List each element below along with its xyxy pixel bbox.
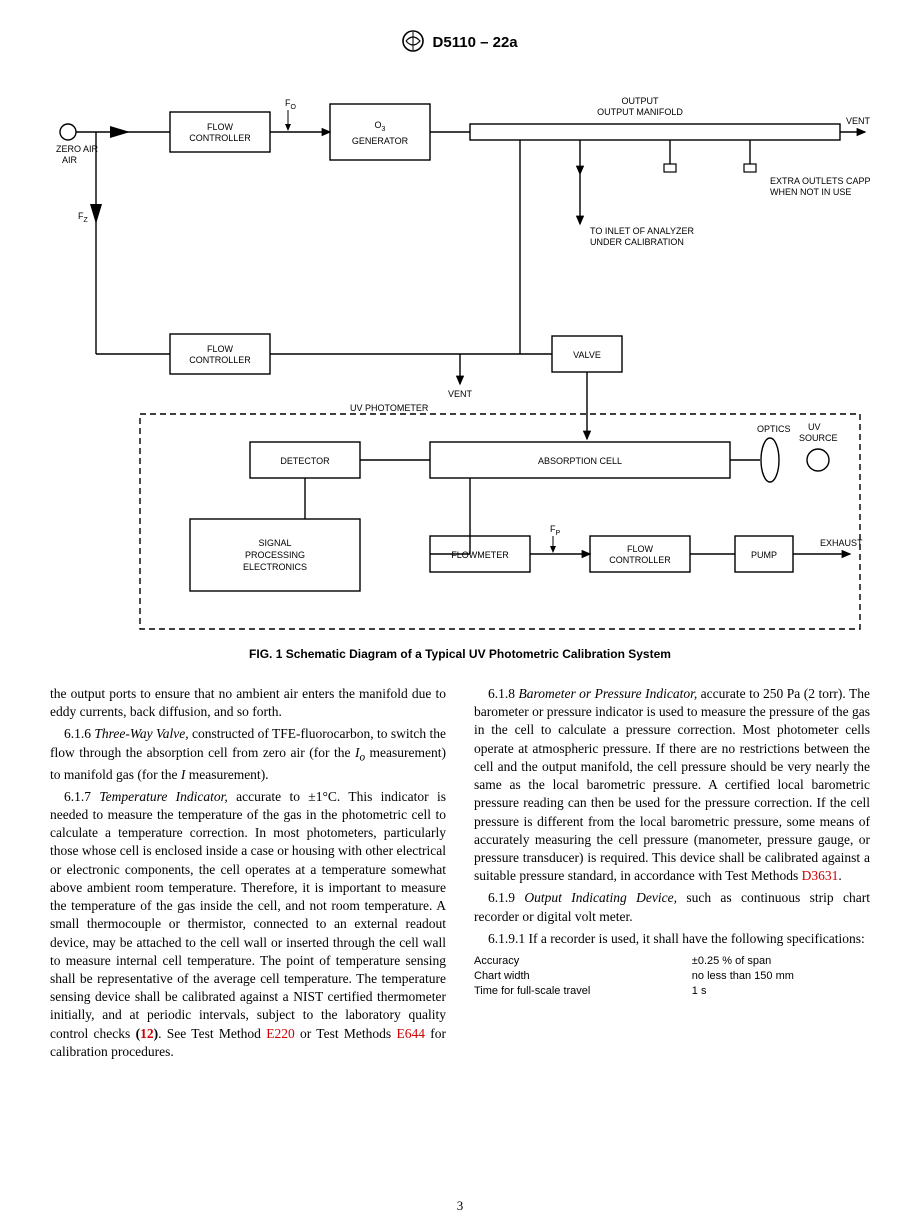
svg-text:CONTROLLER: CONTROLLER xyxy=(609,555,671,565)
doc-id: D5110 – 22a xyxy=(433,34,518,51)
para-617: 6.1.7 Temperature Indicator, accurate to… xyxy=(50,788,446,1061)
spec-row: Time for full-scale travel 1 s xyxy=(474,984,870,999)
svg-text:SIGNAL: SIGNAL xyxy=(258,538,291,548)
link-e644[interactable]: E644 xyxy=(396,1026,425,1041)
svg-text:CONTROLLER: CONTROLLER xyxy=(189,355,251,365)
link-d3631[interactable]: D3631 xyxy=(802,868,839,883)
svg-text:DETECTOR: DETECTOR xyxy=(280,456,330,466)
svg-text:FZ: FZ xyxy=(78,211,89,224)
svg-text:OPTICS: OPTICS xyxy=(757,424,791,434)
para-618: 6.1.8 Barometer or Pressure Indicator, a… xyxy=(474,685,870,885)
left-column: the output ports to ensure that no ambie… xyxy=(50,685,446,1065)
svg-text:OUTPUT: OUTPUT xyxy=(622,96,660,106)
svg-text:VENT: VENT xyxy=(448,389,473,399)
para-619: 6.1.9 Output Indicating Device, such as … xyxy=(474,889,870,925)
body-columns: the output ports to ensure that no ambie… xyxy=(50,685,870,1065)
link-e220[interactable]: E220 xyxy=(266,1026,295,1041)
right-column: 6.1.8 Barometer or Pressure Indicator, a… xyxy=(474,685,870,1065)
svg-text:FLOW: FLOW xyxy=(207,122,234,132)
spec-table: Accuracy ±0.25 % of span Chart width no … xyxy=(474,954,870,999)
svg-text:ELECTRONICS: ELECTRONICS xyxy=(243,562,307,572)
svg-text:EXHAUST: EXHAUST xyxy=(820,538,863,548)
svg-text:ABSORPTION CELL: ABSORPTION CELL xyxy=(538,456,622,466)
page-number: 3 xyxy=(0,1198,920,1214)
spec-row: Accuracy ±0.25 % of span xyxy=(474,954,870,969)
svg-text:GENERATOR: GENERATOR xyxy=(352,136,409,146)
svg-text:TO INLET OF ANALYZER: TO INLET OF ANALYZER xyxy=(590,226,695,236)
svg-text:FLOWMETER: FLOWMETER xyxy=(451,550,509,560)
schematic-diagram: ZERO AIR AIR FZ FLOW CONTROLLER FO O3 GE… xyxy=(50,74,870,661)
svg-text:WHEN NOT IN USE: WHEN NOT IN USE xyxy=(770,187,851,197)
svg-text:FO: FO xyxy=(285,98,297,111)
svg-text:VALVE: VALVE xyxy=(573,350,601,360)
diagram-svg: ZERO AIR AIR FZ FLOW CONTROLLER FO O3 GE… xyxy=(50,74,870,634)
spec-row: Chart width no less than 150 mm xyxy=(474,969,870,984)
svg-text:CONTROLLER: CONTROLLER xyxy=(189,133,251,143)
svg-text:AIR: AIR xyxy=(62,155,78,165)
svg-text:PROCESSING: PROCESSING xyxy=(245,550,305,560)
para-616: 6.1.6 Three-Way Valve, constructed of TF… xyxy=(50,725,446,783)
svg-text:EXTRA OUTLETS CAPPED: EXTRA OUTLETS CAPPED xyxy=(770,176,870,186)
figure-caption: FIG. 1 Schematic Diagram of a Typical UV… xyxy=(50,647,870,661)
astm-logo-icon xyxy=(402,30,424,56)
svg-text:PUMP: PUMP xyxy=(751,550,777,560)
svg-text:SOURCE: SOURCE xyxy=(799,433,838,443)
ref-12: (12) xyxy=(136,1026,159,1041)
svg-text:VENT: VENT xyxy=(846,116,870,126)
svg-text:UV: UV xyxy=(808,422,821,432)
svg-text:FP: FP xyxy=(550,524,561,537)
para-6191: 6.1.9.1 If a recorder is used, it shall … xyxy=(474,930,870,948)
label-zero: ZERO AIR xyxy=(56,144,99,154)
svg-text:O3: O3 xyxy=(375,120,386,133)
svg-text:FLOW: FLOW xyxy=(627,544,654,554)
page-header: D5110 – 22a xyxy=(50,30,870,56)
svg-text:UNDER CALIBRATION: UNDER CALIBRATION xyxy=(590,237,684,247)
svg-text:FLOW: FLOW xyxy=(207,344,234,354)
para-cont: the output ports to ensure that no ambie… xyxy=(50,685,446,721)
svg-text:UV PHOTOMETER: UV PHOTOMETER xyxy=(350,403,429,413)
svg-text:OUTPUT MANIFOLD: OUTPUT MANIFOLD xyxy=(597,107,683,117)
